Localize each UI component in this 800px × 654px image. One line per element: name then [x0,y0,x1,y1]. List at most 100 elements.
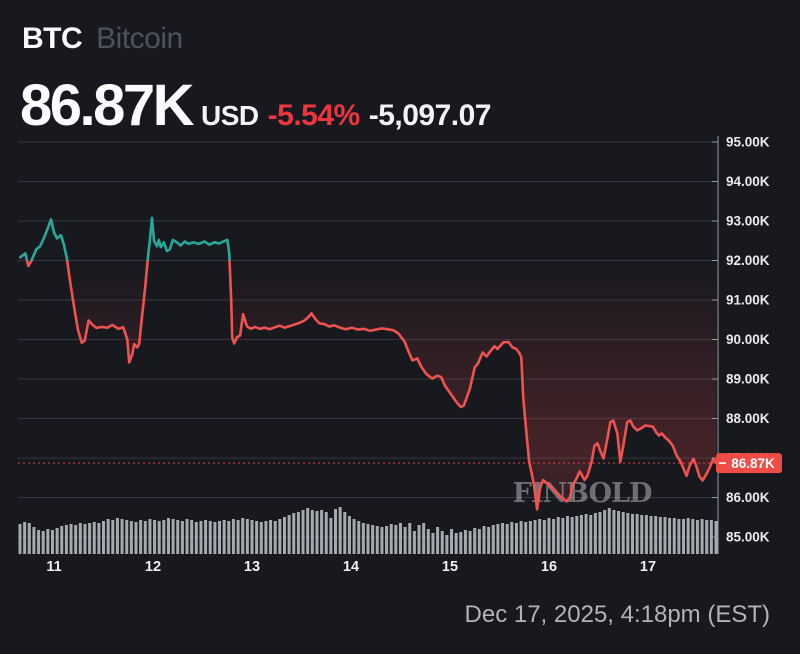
x-axis-label: 16 [541,559,557,575]
volume-bar [505,524,509,554]
volume-bar [157,521,161,554]
volume-bar [700,519,704,554]
volume-bar [241,518,245,554]
volume-bar [431,533,435,554]
volume-bar [83,524,87,554]
volume-bars [18,507,718,554]
volume-bar [422,523,426,554]
volume-bar [361,523,365,554]
coin-name: Bitcoin [96,22,183,55]
price-tag-label: 86.87K [731,456,775,471]
volume-bar [32,527,36,554]
volume-bar [334,509,338,554]
volume-bar [120,519,124,554]
volume-bar [23,522,27,554]
volume-bar [269,520,273,554]
volume-bar [621,512,625,554]
volume-bar [626,513,630,554]
volume-bar [255,521,259,554]
volume-bar [440,531,444,554]
volume-bar [213,522,217,554]
volume-bar [236,520,240,554]
volume-bar [166,518,170,554]
volume-bar [398,523,402,554]
x-axis-label: 14 [343,559,359,575]
volume-bar [259,522,263,554]
y-axis-label: 92.00K [726,253,770,268]
y-axis-label: 88.00K [726,411,770,426]
volume-bar [222,520,226,554]
volume-bar [190,520,194,554]
volume-bar [408,523,412,554]
price-polyline [18,216,718,511]
volume-bar [426,529,430,554]
volume-bar [231,519,235,554]
volume-bar [542,520,546,554]
volume-bar [218,521,222,554]
volume-bar [60,526,64,554]
volume-bar [450,529,454,554]
volume-bar [106,519,110,554]
volume-bar [635,514,639,554]
volume-bar [324,512,328,554]
volume-bar [473,528,477,554]
volume-bar [579,515,583,554]
volume-bar [556,517,560,554]
y-axis: 95.00K 94.00K 93.00K 92.00K 91.00K 90.00K 89.0… [712,135,770,554]
volume-bar [50,530,54,554]
volume-bar [171,519,175,554]
price-change-absolute: -5,097.07 [368,99,492,132]
volume-bar [245,519,249,554]
volume-bar [139,520,143,554]
volume-bar [315,511,319,554]
volume-bar [686,518,690,554]
volume-bar [74,525,78,554]
volume-bar [250,520,254,554]
volume-bar [445,535,449,554]
volume-bar [55,528,59,554]
volume-bar [403,527,407,554]
volume-bar [41,531,45,554]
volume-bar [208,521,212,554]
volume-bar [603,510,607,554]
volume-bar [357,521,361,554]
baseline-area-fill [20,217,717,510]
volume-bar [180,521,184,554]
volume-bar [111,520,115,554]
volume-bar [454,533,458,554]
volume-bar [514,523,518,554]
volume-bar [607,508,611,554]
volume-bar [37,530,41,554]
volume-bar [134,522,138,554]
volume-bar [533,520,537,554]
volume-bar [510,522,514,554]
y-axis-label: 95.00K [726,135,770,150]
area-fill [20,217,717,510]
y-axis-label: 85.00K [726,530,770,545]
volume-bar [185,519,189,554]
current-price-value: 86.87K [20,73,195,138]
volume-bar [343,512,347,554]
volume-bar [278,519,282,554]
volume-bar [46,529,50,554]
volume-bar [18,524,22,554]
volume-bar [292,513,296,554]
volume-bar [644,515,648,554]
x-axis-label: 12 [145,559,161,575]
x-axis-label: 13 [244,559,260,575]
volume-bar [310,510,314,554]
y-axis-label: 91.00K [726,293,770,308]
volume-bar [199,521,203,554]
volume-bar [27,523,31,554]
price-change-percent: -5.54% [267,99,361,132]
volume-bar [482,526,486,554]
volume-bar [366,524,370,554]
volume-bar [102,521,106,554]
volume-bar [519,521,523,554]
volume-bar [593,513,597,554]
price-line [18,216,718,511]
volume-bar [306,508,310,554]
volume-bar [380,527,384,554]
volume-bar [477,529,481,554]
